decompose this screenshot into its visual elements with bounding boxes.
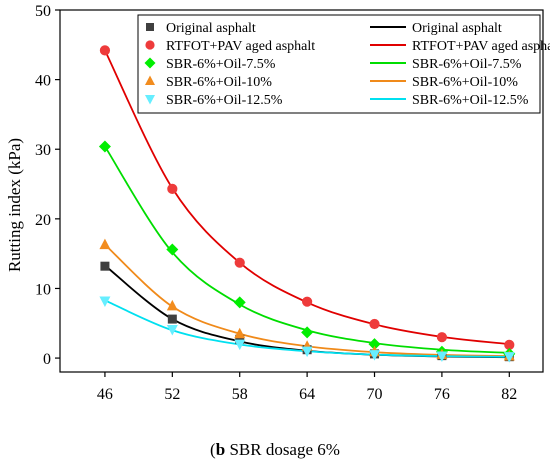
data-point xyxy=(166,299,178,311)
rutting-index-chart: 46 52 58 64 70 76 82 0 10 20 30 40 50 Original aspha… xyxy=(5,3,550,403)
data-point xyxy=(301,346,313,358)
data-point xyxy=(368,338,381,351)
x-tick-label: 76 xyxy=(434,386,450,403)
x-tick-label: 52 xyxy=(164,386,180,403)
legend-marker xyxy=(145,75,155,85)
x-tick-label: 82 xyxy=(501,386,517,403)
plot-border xyxy=(59,9,544,373)
data-point xyxy=(99,296,111,307)
x-tick-label: 46 xyxy=(97,386,113,403)
legend-entry-scatter: SBR-6%+Oil-10% xyxy=(166,75,272,90)
figure-caption: (b SBR dosage 6% xyxy=(210,440,340,459)
caption-label: b xyxy=(215,440,226,459)
data-point xyxy=(99,45,111,56)
data-point xyxy=(166,325,178,336)
legend-entry-scatter: SBR-6%+Oil-12.5% xyxy=(166,93,283,108)
legend-marker xyxy=(144,57,156,69)
data-point xyxy=(436,351,448,362)
data-point xyxy=(167,183,178,195)
legend-entry-fit: SBR-6%+Oil-12.5% xyxy=(412,93,529,108)
legend-entry-fit: SBR-6%+Oil-10% xyxy=(412,75,518,90)
data-point xyxy=(234,339,246,351)
data-point xyxy=(503,352,515,363)
data-point xyxy=(233,296,246,309)
x-tick-label: 64 xyxy=(299,386,315,403)
legend-marker xyxy=(146,23,154,31)
x-tick-label: 70 xyxy=(367,386,383,403)
data-point xyxy=(369,318,380,330)
legend-entry-scatter: RTFOT+PAV aged asphalt xyxy=(166,39,315,54)
data-point xyxy=(504,339,515,350)
data-point xyxy=(369,350,381,361)
data-point xyxy=(234,257,245,268)
legend-marker xyxy=(145,40,155,50)
legend-entry-scatter: Original asphalt xyxy=(166,21,256,36)
y-tick-label: 10 xyxy=(35,281,51,298)
legend-entry-fit: RTFOT+PAV aged asphalt xyxy=(412,39,550,54)
data-point xyxy=(166,243,179,256)
data-point xyxy=(436,332,448,343)
y-tick-label: 50 xyxy=(35,3,51,20)
data-point xyxy=(301,326,314,339)
data-point xyxy=(100,261,110,271)
legend-entry-fit: Original asphalt xyxy=(412,21,502,36)
data-point xyxy=(98,140,111,153)
data-point xyxy=(235,334,245,344)
data-point xyxy=(99,238,111,250)
y-tick-label: 20 xyxy=(35,212,51,229)
data-point xyxy=(167,314,177,324)
axes: 46 52 58 64 70 76 82 0 10 20 30 40 50 xyxy=(35,3,517,403)
y-tick-label: 30 xyxy=(35,142,51,159)
data-point xyxy=(234,327,246,339)
y-axis-label: Rutting index (kPa) xyxy=(5,138,24,272)
legend-entry-fit: SBR-6%+Oil-7.5% xyxy=(412,57,522,72)
legend-marker xyxy=(145,95,155,105)
legend-box xyxy=(137,14,541,114)
data-point xyxy=(302,296,313,307)
data-markers xyxy=(98,45,516,363)
x-tick-label: 58 xyxy=(232,386,248,403)
legend-entry-scatter: SBR-6%+Oil-7.5% xyxy=(166,57,276,72)
caption-text: SBR dosage 6% xyxy=(225,440,340,459)
y-tick-label: 0 xyxy=(43,351,51,368)
plot-frame xyxy=(59,9,544,373)
legend: Original asphalt Original asphalt RTFOT+PA… xyxy=(137,14,550,114)
y-tick-label: 40 xyxy=(35,73,51,90)
